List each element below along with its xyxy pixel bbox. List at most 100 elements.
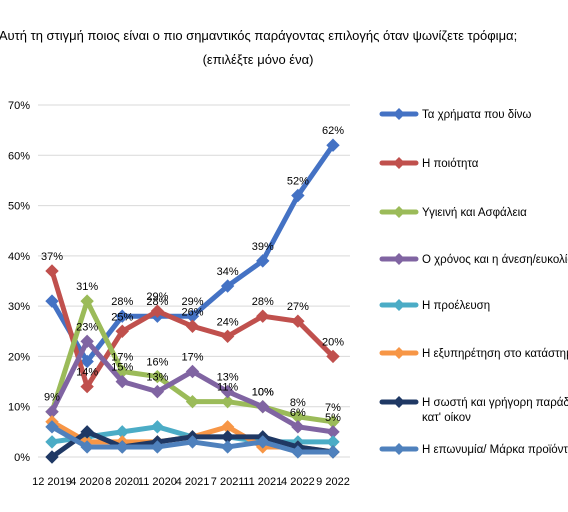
data-point [80,425,94,439]
legend-entry: Τα χρήματα που δίνω [379,108,531,121]
data-label: 26% [181,306,203,318]
data-label: 5% [325,412,341,424]
y-tick-label: 10% [8,402,30,414]
data-label: 29% [146,291,168,303]
x-tick-label: 4 2020 [70,476,104,488]
data-label: 28% [252,296,274,308]
data-label: 8% [290,397,306,409]
data-point [220,329,235,344]
data-point [80,334,94,349]
legend-entry: Ο χρόνος και η άνεση/ευκολία [379,253,568,266]
legend-entry: Η σωστή και γρήγορη παράδοσηκατ' οίκον [379,396,568,424]
y-tick-label: 70% [8,100,30,112]
chart-title-line-2: (επιλέξτε μόνο ένα) [203,52,314,67]
data-point [80,354,94,369]
data-point [45,264,59,278]
data-point [45,420,59,434]
y-tick-label: 60% [8,150,30,162]
series-lines [45,138,340,464]
series-line [45,334,340,439]
legend-marker [393,299,405,311]
data-point [326,445,340,459]
legend-entry: Υγιεινή και Ασφάλεια [379,206,527,219]
legend-entry: Η επωνυμία/ Μάρκα προϊόντων [379,443,568,456]
legend-marker [393,253,405,265]
legend-marker [393,108,405,120]
legend-marker [393,157,405,169]
data-point [220,384,235,399]
legend-label: Η επωνυμία/ Μάρκα προϊόντων [422,444,568,456]
legend-label: Η εξυπηρέτηση στο κατάστημα [422,348,568,360]
series-line [45,264,340,394]
y-tick-label: 30% [8,301,30,313]
data-label: 20% [322,336,344,348]
data-label: 14% [76,367,98,379]
data-point [256,254,270,268]
data-label: 17% [111,352,133,364]
legend-marker [393,443,405,455]
data-label: 10% [252,387,274,399]
data-point [45,450,59,464]
data-label: 39% [252,241,274,253]
legend-label: Τα χρήματα που δίνω [422,109,531,121]
data-point [220,279,235,293]
y-tick-label: 40% [8,251,30,263]
data-label: 10% [252,387,274,399]
data-point [256,400,270,414]
data-label: 11% [217,382,238,394]
data-label: 28% [111,296,133,308]
data-point [256,309,270,323]
data-point [80,440,94,454]
legend: Τα χρήματα που δίνω Η ποιότητα Υγιεινή και… [379,108,568,456]
data-label: 52% [287,176,309,188]
data-point [185,364,200,379]
data-label: 17% [181,352,203,364]
data-point [291,445,305,459]
legend-label: Ο χρόνος και η άνεση/ευκολία [422,254,568,266]
data-point [150,369,165,384]
x-tick-label: 7 2021 [211,476,245,488]
legend-entry: Η ποιότητα [379,157,479,170]
data-label: 34% [217,266,239,278]
data-point [220,440,235,454]
data-label: 31% [76,281,98,293]
data-point [115,440,129,454]
data-point [115,309,129,323]
legend-label: Η προέλευση [422,300,490,312]
data-label: 13% [146,372,168,384]
series-line [45,420,340,459]
x-tick-label: 4 2022 [281,476,315,488]
data-point [150,420,165,434]
legend-label: Υγιεινή και Ασφάλεια [422,207,527,219]
data-point [80,294,94,308]
data-label: 28% [146,296,168,308]
x-tick-label: 9 2022 [316,476,350,488]
y-tick-label: 0% [14,452,30,464]
legend-marker [393,396,405,408]
legend-entry: Η εξυπηρέτηση στο κατάστημα [379,347,568,360]
data-point [150,440,165,454]
data-point [45,294,59,308]
data-point [185,435,200,449]
data-labels: 28% 28% 29%34%39%52%62%37%14%25%29%26%24%2… [41,125,344,424]
legend-label: Η ποιότητα [422,158,479,170]
data-label: 13% [217,372,239,384]
data-label: 9% [44,392,60,404]
legend-entry: Η προέλευση [379,299,490,312]
data-point [291,420,305,434]
data-label: 23% [76,321,98,333]
y-tick-label: 50% [8,201,30,213]
data-point [291,188,305,203]
data-label: 6% [290,407,306,419]
data-point [185,319,200,333]
data-label: 16% [146,357,168,369]
data-label: 37% [41,251,63,263]
x-tick-label: 11 2020 [138,476,177,488]
legend-label: Η σωστή και γρήγορη παράδοσηκατ' οίκον [422,397,568,424]
x-tick-label: 12 2019 [32,476,72,488]
data-point [115,374,129,389]
x-tick-label: 11 2021 [243,476,282,488]
